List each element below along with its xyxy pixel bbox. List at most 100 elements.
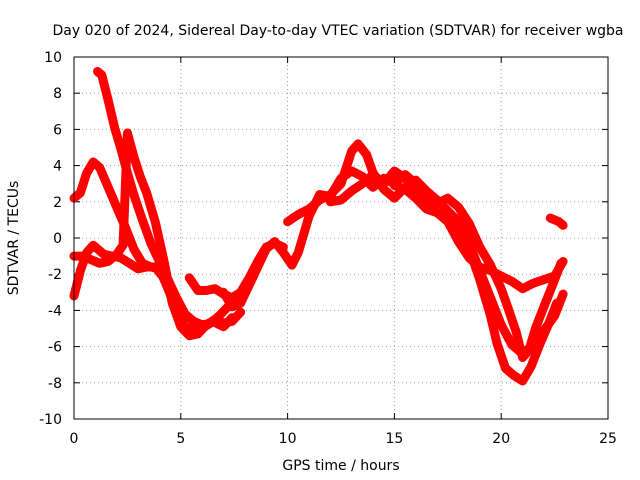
- data-point: [492, 339, 501, 347]
- data-point: [507, 277, 516, 286]
- chart-title: Day 020 of 2024, Sidereal Day-to-day VTE…: [52, 23, 623, 39]
- series-trace: [283, 139, 568, 359]
- data-point: [326, 197, 335, 206]
- data-point: [123, 129, 132, 137]
- data-point: [497, 272, 506, 280]
- data-point: [228, 313, 237, 322]
- data-point: [550, 215, 559, 224]
- data-point: [503, 302, 512, 311]
- data-point: [433, 196, 442, 204]
- data-point: [486, 266, 495, 275]
- data-point: [454, 237, 463, 246]
- data-point: [497, 284, 506, 293]
- y-axis-label: SDTVAR / TECUs: [6, 181, 22, 296]
- data-point: [337, 196, 345, 204]
- data-point: [78, 252, 87, 261]
- data-point: [138, 215, 147, 224]
- data-point: [287, 261, 296, 270]
- data-point: [390, 181, 399, 190]
- data-point: [552, 299, 561, 308]
- data-point: [215, 311, 224, 320]
- data-point: [559, 221, 568, 230]
- x-tick-label: 0: [70, 431, 79, 447]
- data-point: [138, 259, 147, 268]
- data-point: [99, 250, 108, 259]
- y-tick-label: 0: [53, 231, 62, 247]
- data-point: [93, 244, 102, 253]
- data-point: [104, 96, 113, 105]
- plot-frame: [73, 56, 609, 420]
- data-point: [294, 248, 303, 257]
- data-point: [546, 214, 555, 223]
- data-point: [228, 302, 237, 311]
- data-point: [117, 145, 125, 154]
- data-point: [119, 241, 128, 250]
- data-point: [97, 71, 106, 80]
- series-satellite-track-d: [93, 67, 233, 330]
- data-point: [206, 319, 215, 328]
- data-point: [136, 172, 145, 181]
- data-point: [134, 264, 143, 273]
- x-tick-label: 5: [176, 431, 185, 447]
- data-point: [142, 188, 151, 197]
- data-point: [422, 205, 431, 213]
- data-point: [228, 293, 237, 302]
- data-point: [443, 194, 452, 203]
- data-point: [454, 203, 463, 212]
- data-point: [198, 320, 207, 329]
- data-point: [337, 179, 345, 188]
- data-point: [146, 263, 155, 271]
- data-point: [189, 317, 198, 326]
- data-point: [262, 243, 271, 252]
- data-point: [125, 259, 134, 268]
- data-point: [181, 310, 190, 318]
- data-point: [422, 186, 431, 195]
- data-point: [531, 324, 540, 333]
- data-point: [401, 185, 410, 194]
- data-point: [82, 168, 91, 177]
- data-point: [544, 320, 553, 329]
- data-point: [347, 147, 356, 156]
- data-point: [104, 257, 113, 266]
- data-point: [358, 179, 367, 188]
- data-point: [89, 241, 98, 250]
- data-point: [454, 223, 463, 232]
- data-point: [518, 284, 527, 293]
- y-tick-label: -4: [48, 303, 62, 319]
- y-tick-label: 2: [53, 195, 62, 211]
- data-point: [110, 123, 119, 132]
- data-point: [347, 186, 356, 195]
- data-point: [283, 217, 292, 226]
- y-tick-label: -10: [39, 412, 62, 428]
- data-point: [433, 208, 442, 217]
- data-point: [151, 217, 160, 226]
- data-point: [253, 257, 262, 266]
- data-point: [129, 190, 138, 199]
- data-point: [486, 311, 495, 320]
- x-tick-label: 10: [279, 431, 297, 447]
- data-point: [129, 152, 138, 161]
- data-point: [510, 371, 518, 380]
- data-point: [245, 273, 254, 282]
- data-point: [270, 239, 279, 248]
- data-point: [315, 196, 324, 204]
- data-point: [172, 293, 181, 302]
- data-point: [95, 259, 104, 268]
- data-series: [69, 67, 568, 386]
- data-point: [112, 250, 121, 259]
- data-point: [465, 253, 474, 262]
- data-point: [187, 328, 196, 337]
- data-point: [76, 266, 85, 275]
- data-point: [539, 275, 548, 284]
- data-point: [550, 272, 559, 280]
- data-point: [369, 170, 377, 179]
- data-point: [112, 203, 121, 212]
- data-point: [236, 308, 245, 317]
- series-satellite-track-f: [184, 238, 288, 303]
- data-point: [104, 183, 113, 192]
- tick-labels: 0 5 10 15 20 25 -10 -8 -6 -4 -2 0 2 4 6 8 10: [39, 50, 617, 447]
- data-point: [411, 194, 420, 203]
- y-tick-label: 8: [53, 86, 62, 102]
- data-point: [554, 217, 563, 226]
- data-point: [507, 340, 516, 349]
